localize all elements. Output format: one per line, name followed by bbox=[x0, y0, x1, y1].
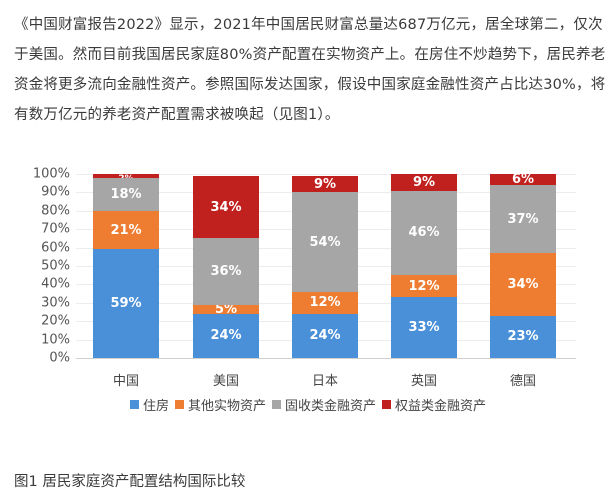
article-paragraph: 《中国财富报告2022》显示，2021年中国居民财富总量达687万亿元，居全球第… bbox=[14, 17, 606, 123]
y-axis-tick: 40% bbox=[41, 276, 70, 292]
bar-segment: 23% bbox=[490, 315, 556, 358]
bar-segment: 9% bbox=[292, 175, 358, 193]
bar-segment: 24% bbox=[292, 313, 358, 358]
y-axis-tick: 0% bbox=[49, 350, 70, 366]
bar-segment: 12% bbox=[391, 275, 457, 298]
x-axis-label: 中国 bbox=[112, 374, 139, 389]
legend-item: 其他实物资产 bbox=[175, 395, 266, 414]
x-axis-label: 英国 bbox=[410, 374, 437, 389]
bar-segment: 12% bbox=[292, 291, 358, 314]
legend-item: 权益类金融资产 bbox=[382, 395, 486, 414]
y-axis-tick: 20% bbox=[41, 313, 70, 329]
bar-3: 33% 12% 46% 9% bbox=[391, 174, 457, 358]
x-axis-label: 美国 bbox=[212, 374, 239, 389]
legend-swatch-icon bbox=[272, 400, 282, 409]
y-axis-tick: 60% bbox=[41, 240, 70, 256]
bar-2: 24% 12% 54% 9% bbox=[292, 174, 358, 358]
legend-label: 其他实物资产 bbox=[188, 399, 267, 414]
x-axis-label: 德国 bbox=[509, 374, 536, 389]
y-axis-tick: 100% bbox=[32, 166, 70, 182]
grid-line bbox=[76, 358, 576, 359]
y-axis-tick: 80% bbox=[41, 203, 70, 219]
y-axis-tick: 30% bbox=[41, 295, 70, 311]
bar-segment: 2% bbox=[93, 174, 159, 178]
bar-4: 23% 34% 37% 6% bbox=[490, 172, 556, 358]
legend-swatch-icon bbox=[382, 400, 392, 409]
x-axis-label: 日本 bbox=[311, 374, 338, 389]
bar-segment: 18% bbox=[93, 177, 159, 211]
bar-segment: 21% bbox=[93, 210, 159, 250]
bar-0: 59%21%18%2% bbox=[93, 174, 159, 358]
legend-item: 住房 bbox=[130, 395, 169, 414]
bar-segment: 36% bbox=[193, 238, 259, 305]
chart-legend: 住房 其他实物资产 固收类金融资产 权益类金融资产 bbox=[130, 395, 486, 414]
bar-segment: 9% bbox=[391, 174, 457, 191]
bar-segment: 54% bbox=[292, 192, 358, 292]
legend-label: 住房 bbox=[143, 399, 170, 414]
y-axis-tick: 50% bbox=[41, 258, 70, 274]
bar-segment: 46% bbox=[391, 190, 457, 276]
legend-item: 固收类金融资产 bbox=[272, 395, 376, 414]
figure-caption: 图1 居民家庭资产配置结构国际比较 bbox=[14, 474, 246, 490]
bar-segment: 24% bbox=[193, 313, 259, 358]
bar-segment: 34% bbox=[490, 253, 556, 316]
bar-segment: 6% bbox=[490, 172, 556, 187]
legend-label: 固收类金融资产 bbox=[285, 399, 377, 414]
y-axis-tick: 90% bbox=[41, 184, 70, 200]
legend-swatch-icon bbox=[175, 400, 185, 409]
bar-segment: 5% bbox=[193, 302, 259, 317]
grid-line bbox=[76, 174, 576, 175]
bar-segment: 33% bbox=[391, 297, 457, 358]
y-axis-tick: 70% bbox=[41, 221, 70, 237]
legend-swatch-icon bbox=[130, 400, 139, 409]
bar-segment: 59% bbox=[93, 249, 159, 358]
legend-label: 权益类金融资产 bbox=[395, 399, 487, 414]
bar-segment: 34% bbox=[193, 175, 259, 239]
y-axis-tick: 10% bbox=[41, 332, 70, 348]
bar-segment: 37% bbox=[490, 185, 556, 254]
bar-1: 24% 5% 36% 34% bbox=[193, 174, 259, 358]
